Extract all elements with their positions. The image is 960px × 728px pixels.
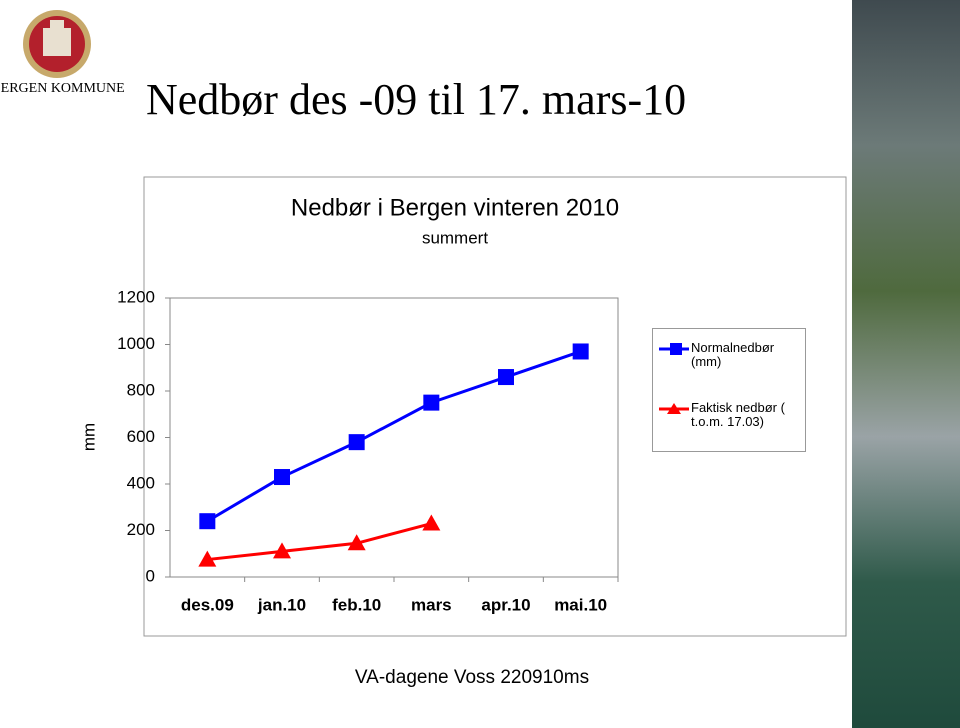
marker bbox=[423, 394, 440, 411]
marker bbox=[572, 343, 589, 360]
marker bbox=[199, 513, 216, 530]
chart-title: Nedbør i Bergen vinteren 2010 bbox=[291, 194, 619, 221]
legend-label: Normalnedbør (mm) bbox=[691, 340, 775, 369]
x-tick-label: mai.10 bbox=[554, 595, 607, 614]
legend-icon bbox=[659, 403, 689, 414]
legend-label: Faktisk nedbør ( t.o.m. 17.03) bbox=[691, 400, 785, 429]
x-tick-label: des.09 bbox=[181, 595, 234, 614]
y-tick-label: 1200 bbox=[117, 287, 155, 306]
logo bbox=[23, 10, 91, 78]
y-tick-label: 800 bbox=[127, 380, 155, 399]
legend: Normalnedbør (mm) Faktisk nedbør ( t.o.m.… bbox=[652, 328, 806, 452]
y-tick-label: 200 bbox=[127, 520, 155, 539]
y-tick-label: 0 bbox=[146, 566, 155, 585]
slide-title: Nedbør des -09 til 17. mars-10 bbox=[146, 75, 686, 124]
marker bbox=[273, 542, 291, 559]
y-axis-label: mm bbox=[79, 423, 98, 451]
legend-icon bbox=[659, 343, 689, 355]
x-tick-label: feb.10 bbox=[332, 595, 381, 614]
logo-text: BERGEN KOMMUNE bbox=[0, 81, 125, 96]
marker bbox=[422, 514, 441, 531]
marker bbox=[198, 550, 217, 567]
photo-strip bbox=[852, 0, 960, 728]
x-tick-label: apr.10 bbox=[481, 595, 530, 614]
marker bbox=[347, 534, 366, 551]
marker bbox=[498, 369, 514, 386]
y-tick-label: 600 bbox=[127, 427, 155, 446]
series-line bbox=[206, 350, 582, 523]
chart-subtitle: summert bbox=[422, 228, 488, 247]
series-line bbox=[207, 522, 432, 562]
y-tick-label: 400 bbox=[127, 473, 155, 492]
y-tick-label: 1000 bbox=[117, 334, 155, 353]
x-tick-label: jan.10 bbox=[257, 595, 306, 614]
marker bbox=[274, 469, 290, 486]
plot-area bbox=[169, 297, 619, 578]
x-tick-label: mars bbox=[411, 595, 452, 614]
marker bbox=[348, 434, 365, 451]
footer: VA-dagene Voss 220910ms bbox=[355, 667, 589, 688]
